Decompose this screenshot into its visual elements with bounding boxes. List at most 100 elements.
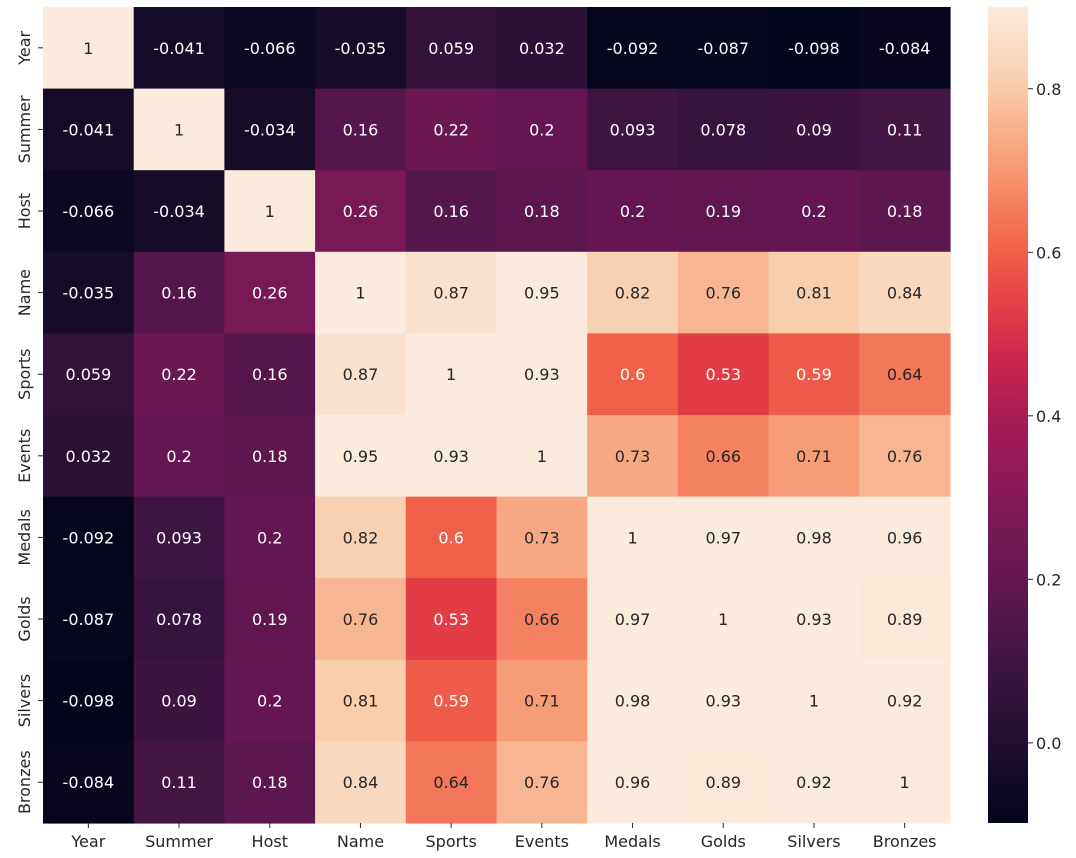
colorbar-tick-label: 0.2 (1036, 570, 1061, 589)
cell-value-label: 0.95 (524, 284, 560, 303)
colorbar-tick-label: 0.4 (1036, 407, 1061, 426)
cell-value-label: 0.59 (796, 365, 832, 384)
cell-value-label: 0.2 (257, 528, 282, 547)
colorbar-tick-label: 0.6 (1036, 243, 1061, 262)
cell-value-label: 1 (537, 447, 547, 466)
colorbar-gradient (988, 7, 1028, 823)
cell-value-label: 0.2 (257, 692, 282, 711)
heatmap-cell (677, 251, 770, 334)
colorbar-tick-label: 0.8 (1036, 80, 1061, 99)
cell-value-label: 0.66 (524, 610, 560, 629)
y-tick-label: Year (15, 30, 34, 65)
colorbar-tick-label: 0.0 (1036, 734, 1061, 753)
cell-value-label: 0.11 (887, 120, 923, 139)
heatmap-cell (859, 251, 951, 334)
heatmap-cell (677, 333, 770, 416)
cell-value-label: 0.87 (433, 284, 469, 303)
y-tick-label: Sports (15, 349, 34, 400)
heatmap-cell (224, 251, 316, 334)
cell-value-label: -0.066 (244, 39, 296, 58)
heatmap-cell (768, 251, 860, 334)
heatmap-cell (43, 415, 135, 498)
heatmap-cell (224, 88, 316, 171)
heatmap-cell (859, 170, 951, 253)
x-tick-label: Year (70, 832, 105, 851)
cell-value-label: 0.66 (705, 447, 741, 466)
cell-value-label: 0.96 (615, 773, 651, 792)
heatmap-cell (859, 333, 951, 416)
heatmap-cell (224, 578, 316, 661)
cell-value-label: 0.078 (700, 120, 746, 139)
cell-value-label: 1 (174, 120, 184, 139)
cell-value-label: 0.98 (615, 692, 651, 711)
heatmap-cell (768, 496, 860, 579)
y-tick-label: Golds (15, 596, 34, 641)
cell-value-label: -0.098 (63, 692, 115, 711)
heatmap-cell (587, 251, 679, 334)
heatmap-cell (768, 333, 860, 416)
cell-value-label: -0.084 (879, 39, 931, 58)
cell-value-label: 0.76 (887, 447, 923, 466)
heatmap-cell (224, 7, 316, 90)
cell-value-label: -0.087 (63, 610, 115, 629)
heatmap-cell (587, 7, 679, 90)
heatmap-cell (859, 659, 951, 742)
x-tick-label: Medals (604, 832, 660, 851)
cell-value-label: 0.82 (615, 284, 651, 303)
heatmap-cell (677, 496, 770, 579)
heatmap-cell (677, 578, 770, 661)
cell-value-label: 0.2 (529, 120, 554, 139)
heatmap-cell (133, 741, 225, 824)
y-tick-label: Medals (15, 509, 34, 565)
x-tick-label: Name (337, 832, 384, 851)
cell-value-label: 0.73 (615, 447, 651, 466)
x-tick-label: Summer (145, 832, 213, 851)
heatmap-cell (496, 170, 588, 253)
heatmap-cell (224, 415, 316, 498)
cell-value-label: -0.087 (697, 39, 749, 58)
heatmap-cell (315, 496, 407, 579)
cell-value-label: 0.2 (166, 447, 191, 466)
heatmap-cell (768, 88, 860, 171)
heatmap-cell (315, 741, 407, 824)
heatmap-cell (224, 333, 316, 416)
y-axis: Year Summer Host Name Sports Events Medals Gold… (15, 30, 43, 814)
cell-value-label: 0.093 (156, 528, 202, 547)
heatmap-cell (43, 251, 135, 334)
heatmap-cell (587, 88, 679, 171)
cell-value-label: 0.16 (433, 202, 469, 221)
cell-value-label: 1 (627, 528, 637, 547)
cell-value-label: 0.98 (796, 528, 832, 547)
heatmap-cell (587, 333, 679, 416)
cell-value-label: -0.041 (153, 39, 205, 58)
heatmap-cell (405, 659, 498, 742)
cell-value-label: 0.18 (887, 202, 923, 221)
heatmap-cell (224, 170, 316, 253)
heatmap-cell (859, 7, 951, 90)
x-tick-label: Silvers (787, 832, 840, 851)
heatmap-cell (133, 659, 225, 742)
heatmap-cell (405, 741, 498, 824)
cell-value-label: 0.87 (343, 365, 379, 384)
heatmap-cell (405, 7, 498, 90)
cell-value-label: 0.71 (524, 692, 560, 711)
cell-value-label: 1 (718, 610, 728, 629)
y-tick-label: Host (15, 193, 34, 229)
cell-value-label: 0.97 (615, 610, 651, 629)
heatmap-cell (315, 7, 407, 90)
heatmap-cell (43, 7, 135, 90)
heatmap-cell (496, 496, 588, 579)
heatmap-cell (677, 7, 770, 90)
cell-value-label: 0.92 (796, 773, 832, 792)
heatmap-cell (768, 7, 860, 90)
cell-value-label: 0.89 (705, 773, 741, 792)
cell-value-label: 0.09 (161, 692, 197, 711)
heatmap-cell (587, 741, 679, 824)
cell-value-label: 0.16 (343, 120, 379, 139)
cell-value-label: 0.18 (524, 202, 560, 221)
cell-value-label: 1 (809, 692, 819, 711)
heatmap-cell (677, 659, 770, 742)
cell-value-label: -0.034 (244, 120, 296, 139)
heatmap-cell (133, 7, 225, 90)
y-tick-label: Silvers (15, 674, 34, 727)
